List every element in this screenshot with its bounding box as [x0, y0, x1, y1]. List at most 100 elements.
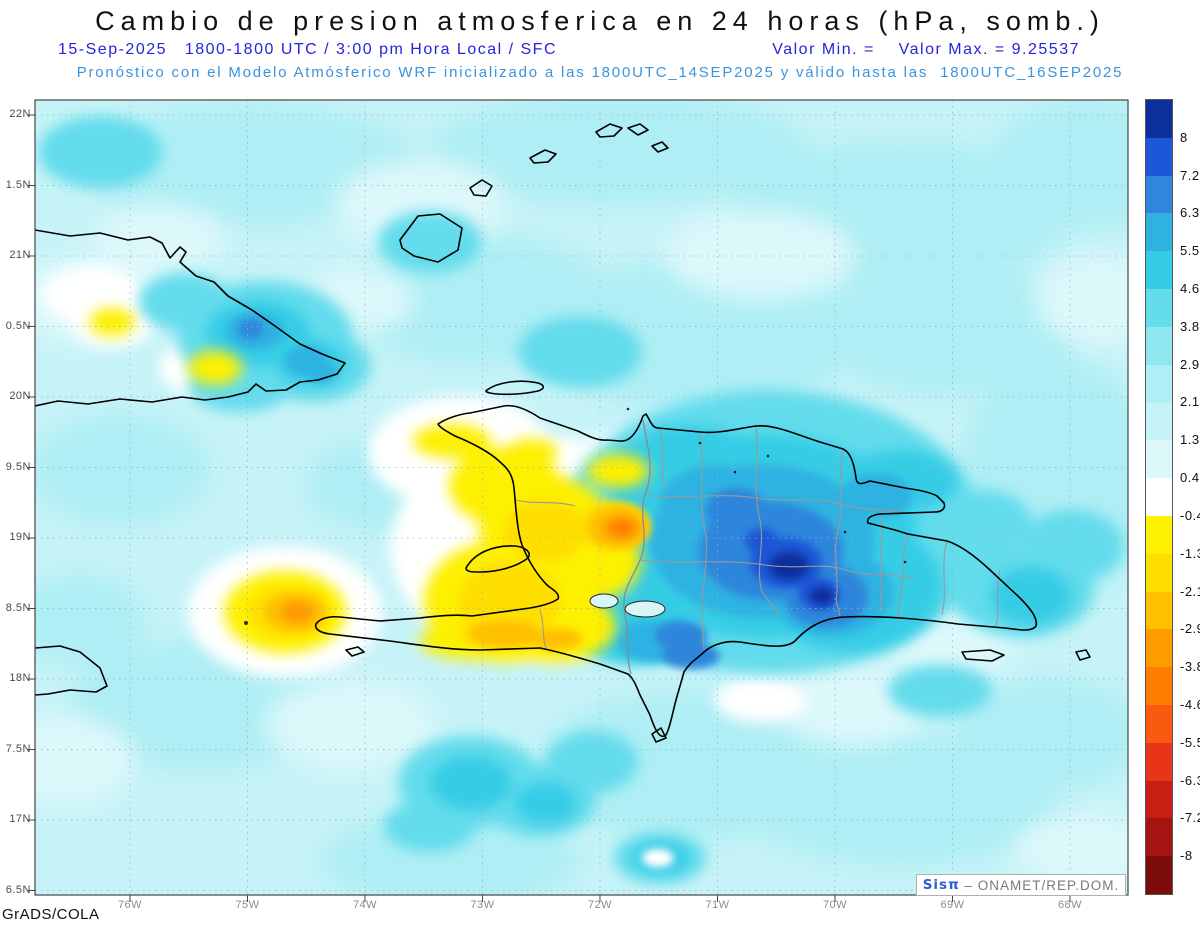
colorbar-segment — [1146, 213, 1172, 252]
tortuga-island — [485, 380, 545, 396]
colorbar-tick: 3.8 — [1180, 318, 1200, 334]
saona-island — [961, 649, 1005, 662]
colorbar-segment — [1146, 591, 1172, 630]
colorbar-tick: -2.1 — [1180, 583, 1200, 599]
lon-label: 71W — [705, 899, 730, 911]
lat-label: 7.5N — [5, 742, 31, 755]
colorbar-segment — [1146, 629, 1172, 668]
colorbar-tick: 0.4 — [1180, 470, 1200, 486]
lat-label: 9.5N — [5, 460, 31, 473]
lat-label: 17N — [9, 813, 31, 825]
colorbar-segment — [1146, 137, 1172, 176]
grads-credit: GrADS/COLA — [2, 906, 100, 923]
colorbar-tick: -5.5 — [1180, 734, 1200, 750]
subtitle-datetime: 15-Sep-2025 1800-1800 UTC / 3:00 pm Hora… — [58, 41, 557, 58]
lat-label: 20N — [9, 390, 31, 402]
colorbar-segment — [1146, 289, 1172, 327]
colorbar-tick: 2.9 — [1180, 356, 1200, 372]
haiti-dr-border — [623, 419, 651, 675]
lat-label: 19N — [9, 531, 31, 543]
anomaly-eye-white — [642, 849, 674, 867]
anomaly-layer-orange-core — [612, 521, 632, 535]
lat-label: 0.5N — [5, 319, 31, 332]
lat-label: 22N — [9, 108, 31, 120]
colorbar-segment — [1146, 100, 1172, 138]
colorbar-segment — [1146, 478, 1172, 516]
anomaly-layer-orange — [264, 506, 649, 650]
colorbar-segment — [1146, 856, 1172, 895]
lon-label: 68W — [1057, 899, 1083, 911]
plot-border — [34, 99, 1129, 896]
lat-label: 21N — [9, 249, 31, 261]
colorbar-segment — [1146, 326, 1172, 365]
cuba-coastline — [35, 229, 346, 407]
mona-island — [1075, 649, 1091, 661]
axis-ticks — [28, 114, 1071, 902]
lakes — [589, 593, 666, 618]
attribution-org: – ONAMET/REP.DOM. — [959, 877, 1120, 893]
gridlines — [35, 100, 1128, 895]
lon-label: 75W — [235, 899, 260, 911]
model-info-line: Pronóstico con el Modelo Atmósferico WRF… — [76, 64, 1124, 81]
lon-label: 69W — [940, 899, 965, 911]
lat-label: 18N — [9, 672, 31, 684]
colorbar-segment — [1146, 553, 1172, 592]
lon-label: 74W — [352, 899, 378, 911]
enriquillo-lake — [624, 600, 666, 618]
lon-label: 72W — [587, 899, 613, 911]
lon-label: 73W — [470, 899, 495, 911]
colorbar-tick: 2.1 — [1180, 394, 1200, 410]
colorbar-tick: -2.9 — [1180, 621, 1200, 637]
anomaly-layer-navy-core — [769, 552, 834, 605]
colorbar-segment — [1146, 742, 1172, 781]
colorbar-segment — [1146, 667, 1172, 705]
lon-label: 76W — [117, 899, 143, 911]
colorbar-segment — [1146, 402, 1172, 441]
colorbar-tick: 7.2 — [1180, 167, 1200, 183]
colorbar-segment — [1146, 251, 1172, 290]
colorbar-segment — [1146, 780, 1172, 819]
jamaica-coastline — [35, 645, 108, 696]
subtitle-minmax: Valor Min. = Valor Max. = 9.25537 — [772, 41, 1080, 58]
station-dots — [244, 407, 907, 625]
lon-label: 70W — [822, 899, 848, 911]
little-inagua-island — [469, 179, 493, 197]
gonave-island — [465, 545, 530, 573]
page-title: Cambio de presion atmosferica en 24 hora… — [95, 6, 1105, 36]
great-inagua-island — [399, 213, 463, 263]
colorbar-tick: 6.3 — [1180, 205, 1200, 221]
colorbar-segment — [1146, 705, 1172, 743]
colorbar — [1145, 99, 1173, 895]
etang-saumatre-lake — [589, 593, 619, 609]
province-boundaries — [515, 425, 1001, 651]
attribution-box: Sisπ – ONAMET/REP.DOM. — [916, 874, 1126, 896]
colorbar-segment — [1146, 818, 1172, 857]
colorbar-tick: -4.6 — [1180, 696, 1200, 712]
ile-a-vache — [345, 646, 365, 657]
sispi-logo: Sisπ — [922, 877, 960, 893]
colorbar-tick: -0.4 — [1180, 507, 1200, 523]
colorbar-tick: -7.2 — [1180, 810, 1200, 826]
beata-island — [651, 727, 667, 743]
colorbar-segment — [1146, 175, 1172, 214]
colorbar-tick: -6.3 — [1180, 772, 1200, 788]
subtitle-row: 15-Sep-2025 1800-1800 UTC / 3:00 pm Hora… — [58, 41, 1080, 59]
coastlines — [35, 123, 1091, 743]
shaded-field — [35, 100, 1128, 895]
colorbar-tick: 5.5 — [1180, 243, 1200, 259]
colorbar-tick: -3.8 — [1180, 659, 1200, 675]
colorbar-tick: -1.3 — [1180, 545, 1200, 561]
colorbar-tick: 4.6 — [1180, 281, 1200, 297]
lat-label: 6.5N — [5, 883, 31, 896]
hispaniola-coastline — [314, 404, 1038, 737]
colorbar-segment — [1146, 515, 1172, 554]
colorbar-segment — [1146, 440, 1172, 479]
caicos-islands — [529, 123, 669, 164]
colorbar-tick: 1.3 — [1180, 432, 1200, 448]
colorbar-segment — [1146, 364, 1172, 403]
lat-label: 1.5N — [5, 178, 31, 191]
lat-label: 8.5N — [5, 601, 31, 614]
colorbar-tick: 8 — [1180, 129, 1188, 145]
